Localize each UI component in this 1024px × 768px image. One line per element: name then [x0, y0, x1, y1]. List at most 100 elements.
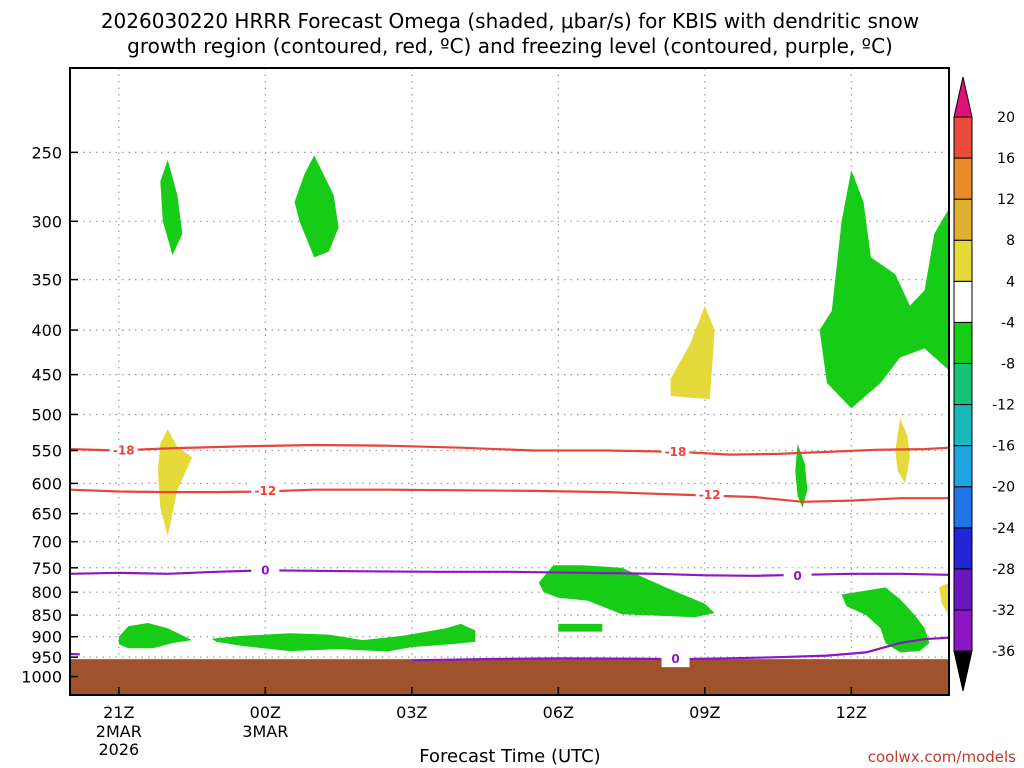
- omega-region: [841, 587, 930, 653]
- chart-title-line2: growth region (contoured, red, ºC) and f…: [127, 34, 893, 58]
- contour-labels: -18 -18 -12 -12 0 0 0: [109, 442, 812, 668]
- colorbar-under-arrow: [953, 650, 973, 692]
- contour-label-bg: [695, 487, 724, 504]
- omega-region: [558, 623, 603, 632]
- contour-label-bg: [109, 442, 138, 459]
- colorbar-segment: [953, 445, 973, 488]
- colorbar-segment: [953, 362, 973, 406]
- contour-line: [69, 488, 949, 503]
- colorbar-segment: [953, 116, 973, 159]
- grid-lines: [70, 68, 949, 695]
- contour-label: 0: [261, 563, 269, 577]
- colorbar-level-label: 4: [1006, 274, 1015, 290]
- colorbar: -36 -32 -28 -24 -20 -16 -12 -8 -4 4 8 12 16 20: [953, 76, 1015, 692]
- x-tick-label: 21Z: [103, 703, 134, 722]
- omega-region: [795, 443, 808, 508]
- y-tick-label: 300: [31, 212, 62, 231]
- contour-line: [69, 569, 950, 577]
- omega-region: [160, 159, 183, 256]
- y-tick-label: 450: [31, 366, 62, 385]
- x-axis-label: Forecast Time (UTC): [419, 746, 600, 767]
- y-tick-label: 350: [31, 271, 62, 290]
- omega-region: [118, 623, 193, 649]
- x-tick-label: 06Z: [543, 703, 574, 722]
- omega-region: [819, 170, 949, 409]
- colorbar-level-label: -12: [992, 398, 1015, 414]
- colorbar-level-label: -24: [992, 521, 1015, 537]
- y-tick-label: 900: [31, 628, 62, 647]
- colorbar-level-label: -4: [1001, 315, 1015, 331]
- colorbar-segment: [953, 568, 973, 611]
- colorbar-segment: [953, 609, 973, 652]
- omega-region: [211, 623, 476, 652]
- colorbar-segment: [953, 280, 973, 323]
- colorbar-segment: [953, 239, 973, 282]
- colorbar-level-label: -36: [992, 644, 1015, 660]
- x-tick-label: 12Z: [836, 703, 867, 722]
- y-tick-label: 1000: [21, 668, 62, 687]
- x-tick-date: 3MAR: [242, 722, 288, 741]
- colorbar-level-label: -32: [992, 603, 1015, 619]
- contour-label-bg: [251, 482, 280, 499]
- x-tick-date: 2026: [98, 740, 139, 759]
- contour-label-bg: [661, 651, 690, 668]
- omega-region: [294, 155, 339, 258]
- terrain-surface: [70, 659, 949, 695]
- contour-line: [69, 443, 950, 456]
- omega-region: [670, 305, 715, 399]
- contour-label: 0: [671, 652, 679, 666]
- contour-label: -18: [113, 444, 135, 458]
- colorbar-over-arrow: [953, 76, 973, 118]
- credit-text: coolwx.com/models: [868, 748, 1016, 766]
- colorbar-level-label: 8: [1006, 233, 1015, 249]
- colorbar-segment: [953, 157, 973, 200]
- x-tick-label: 00Z: [250, 703, 281, 722]
- colorbar-segment: [953, 321, 973, 364]
- colorbar-segment: [953, 404, 973, 447]
- colorbar-level-label: 12: [997, 192, 1015, 208]
- temperature-contours: [69, 443, 950, 662]
- colorbar-segment: [953, 198, 973, 241]
- y-tick-label: 750: [31, 559, 62, 578]
- omega-shaded-regions: [118, 155, 949, 653]
- colorbar-level-label: -28: [992, 562, 1015, 578]
- surface-terrain: [70, 659, 949, 695]
- contour-label-bg: [251, 562, 280, 579]
- x-tick-date: 2MAR: [96, 722, 142, 741]
- y-tick-label: 700: [31, 533, 62, 552]
- contour-label: -18: [665, 445, 687, 459]
- colorbar-level-label: -8: [1001, 356, 1015, 372]
- omega-region: [157, 429, 193, 537]
- x-tick-label: 03Z: [396, 703, 427, 722]
- y-axis-ticks: 250 300 350 400 450 500 550 600 650 700 750 800 850 9…: [21, 143, 78, 687]
- colorbar-segment: [953, 486, 973, 529]
- colorbar-level-label: -20: [992, 480, 1015, 496]
- chart-title-line1: 2026030220 HRRR Forecast Omega (shaded, …: [101, 9, 919, 33]
- omega-region: [895, 418, 910, 484]
- colorbar-level-label: 16: [997, 151, 1015, 167]
- plot-frame: [69, 67, 950, 696]
- y-tick-label: 250: [31, 143, 62, 162]
- y-tick-label: 950: [31, 648, 62, 667]
- contour-line: [411, 636, 950, 662]
- colorbar-level-label: -16: [992, 439, 1015, 455]
- x-tick-label: 09Z: [689, 703, 720, 722]
- omega-region: [538, 565, 715, 618]
- colorbar-segment: [953, 527, 973, 570]
- y-tick-label: 850: [31, 606, 62, 625]
- contour-label: -12: [699, 488, 721, 502]
- y-tick-label: 600: [31, 474, 62, 493]
- y-tick-label: 550: [31, 442, 62, 461]
- colorbar-level-label: 20: [997, 110, 1015, 126]
- y-tick-label: 800: [31, 583, 62, 602]
- y-tick-label: 500: [31, 405, 62, 424]
- y-tick-label: 650: [31, 505, 62, 524]
- contour-label-bg: [783, 567, 812, 584]
- contour-label: 0: [793, 569, 801, 583]
- contour-label-bg: [661, 443, 690, 460]
- contour-label: -12: [254, 484, 276, 498]
- omega-region: [939, 582, 949, 616]
- y-tick-label: 400: [31, 321, 62, 340]
